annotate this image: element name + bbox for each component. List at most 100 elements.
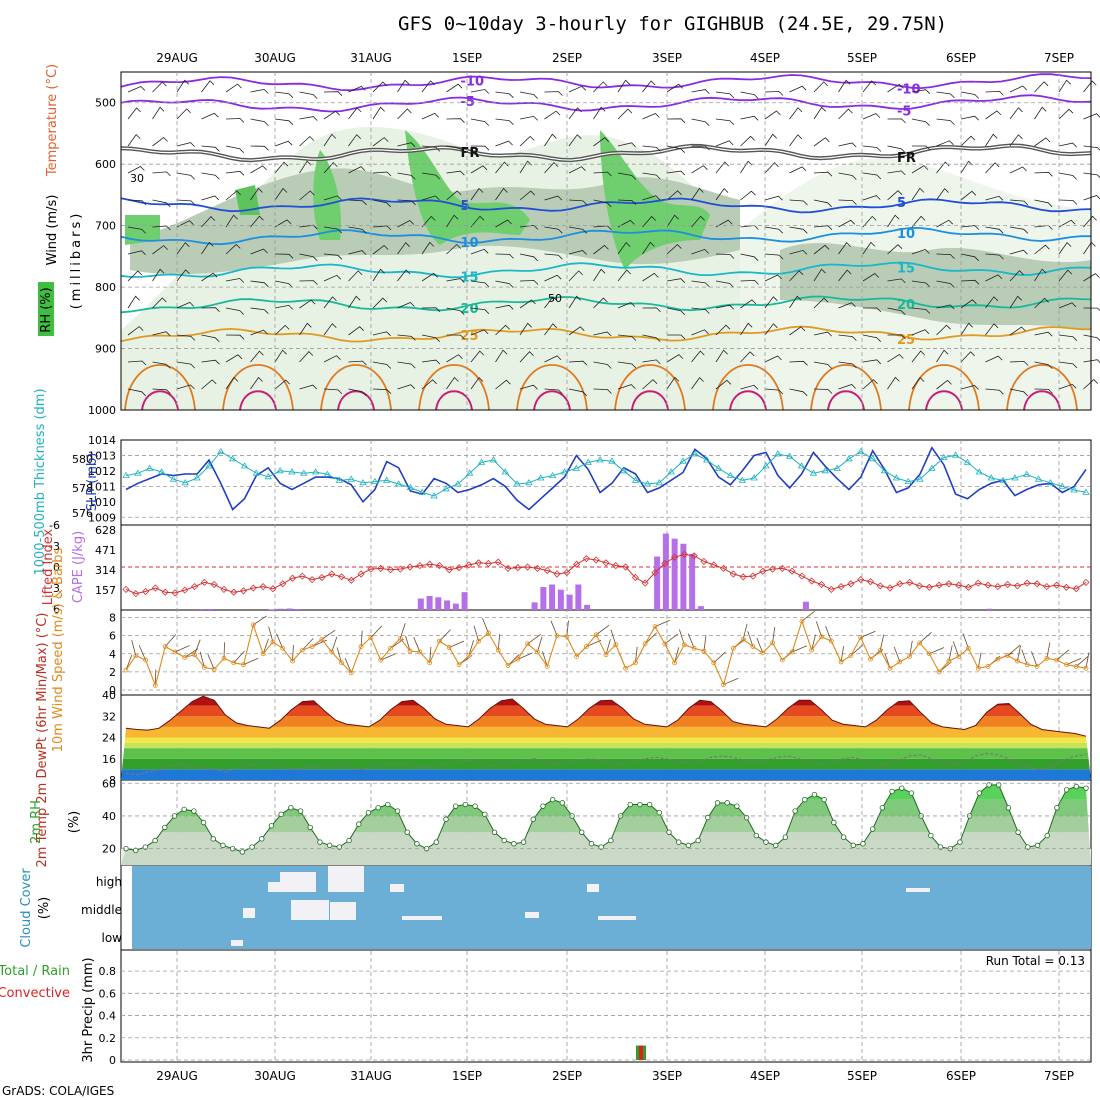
wind10-point: [143, 657, 148, 663]
wind-barb: [470, 329, 489, 336]
wind-barb: [372, 388, 392, 394]
wind-barb: [593, 81, 608, 93]
wind10-barb: [909, 640, 913, 657]
wind-barb: [1034, 297, 1049, 309]
wind-barb: [152, 245, 168, 255]
wind10-point: [672, 660, 677, 666]
rh-shading: [121, 126, 1091, 410]
wind-barb: [176, 384, 195, 390]
wind10-barb: [756, 637, 764, 654]
wind-barb: [642, 272, 659, 282]
wind-barb: [813, 171, 833, 177]
wind10-point: [231, 660, 237, 666]
temp-band: [121, 742, 1091, 749]
cape-bar: [277, 608, 284, 610]
wind-barb: [1009, 166, 1027, 174]
wind-barb: [568, 360, 588, 366]
wind-barb: [201, 216, 216, 228]
wind-barb: [372, 331, 391, 337]
rh2m-axis-label: 2m RH: [29, 800, 44, 844]
wind10-point: [858, 635, 864, 640]
wind10-point: [995, 656, 1001, 662]
rh-point: [210, 836, 216, 842]
wind-barb: [936, 161, 950, 174]
lifted-index-point: [915, 582, 924, 590]
rh-point: [394, 808, 401, 814]
wind10-point: [152, 683, 158, 688]
thickness-point: [145, 464, 154, 471]
wind-barb: [764, 253, 784, 260]
lifted-index-point: [1072, 585, 1080, 593]
li-tick-label: 6: [53, 603, 60, 616]
rh-point: [734, 803, 740, 809]
thickness-point: [679, 457, 687, 464]
wind-barb: [764, 388, 784, 395]
wind-barb: [936, 118, 955, 125]
wind-barb: [519, 91, 539, 99]
lifted-index-point: [886, 584, 894, 592]
warm-contour: [418, 364, 490, 411]
wind-barb: [642, 215, 656, 228]
thickness-point: [359, 479, 367, 486]
wind-barb: [1034, 268, 1047, 282]
lifted-index-point: [798, 572, 806, 580]
cloud-patch: [587, 884, 599, 892]
lifted-index-point: [876, 582, 884, 590]
isotherm-label: -5: [461, 95, 475, 110]
lifted-index-point: [1043, 583, 1051, 591]
wind-barb: [176, 172, 196, 180]
wind-barb: [397, 108, 412, 120]
lifted-index-point: [435, 562, 444, 570]
wind-barb: [568, 134, 582, 147]
rh-point: [579, 829, 585, 836]
wind-barb: [813, 361, 833, 369]
wind-barb: [201, 379, 217, 390]
thickness-point: [572, 464, 581, 471]
wind-barb: [642, 113, 660, 120]
date-label-bottom: 3SEP: [652, 1069, 682, 1083]
wind-barb: [691, 376, 704, 390]
thickness-point: [193, 474, 201, 481]
cloud-units-label: (%): [37, 897, 52, 920]
wind10-point: [623, 665, 628, 671]
thickness-point: [584, 458, 592, 465]
wind-barb: [299, 91, 318, 99]
wind-barb: [642, 172, 661, 180]
wind10-point: [917, 640, 922, 646]
wind10-point: [1064, 662, 1069, 668]
date-label-top: 29AUG: [156, 51, 198, 65]
slp-panel: [120, 439, 1092, 526]
wind-barb: [593, 331, 612, 337]
wind10-barb: [497, 634, 501, 651]
thickness-point: [335, 476, 344, 483]
rh-point: [375, 805, 381, 811]
lifted-index-point: [896, 580, 904, 588]
wind-barb: [789, 360, 808, 366]
wind-barb: [666, 214, 679, 228]
rh-point: [656, 809, 663, 816]
rh-point: [802, 796, 808, 803]
wind-barb: [446, 354, 463, 363]
wind-barb: [813, 297, 829, 309]
wind10-barb: [276, 633, 284, 649]
rh-point: [1034, 842, 1041, 849]
rh-point: [753, 832, 760, 839]
wind-barb: [201, 80, 215, 93]
wind10-barb: [586, 639, 602, 647]
wind10-point: [446, 645, 452, 650]
thickness-point: [454, 480, 462, 487]
wind-barb: [323, 388, 343, 395]
wind10-point: [554, 633, 560, 639]
wind-barb: [274, 304, 294, 310]
rh-point: [588, 841, 595, 847]
lifted-index-point: [553, 570, 561, 578]
wind-barb: [813, 106, 826, 120]
wind-barb: [201, 359, 220, 365]
wind-barb: [911, 165, 929, 174]
lifted-index-point: [328, 570, 336, 578]
wind-barb: [568, 107, 582, 120]
wind-barb: [740, 135, 755, 147]
slp-tick-label: 1012: [88, 465, 116, 478]
wind-barb: [764, 296, 778, 309]
wind-barb: [617, 334, 637, 341]
